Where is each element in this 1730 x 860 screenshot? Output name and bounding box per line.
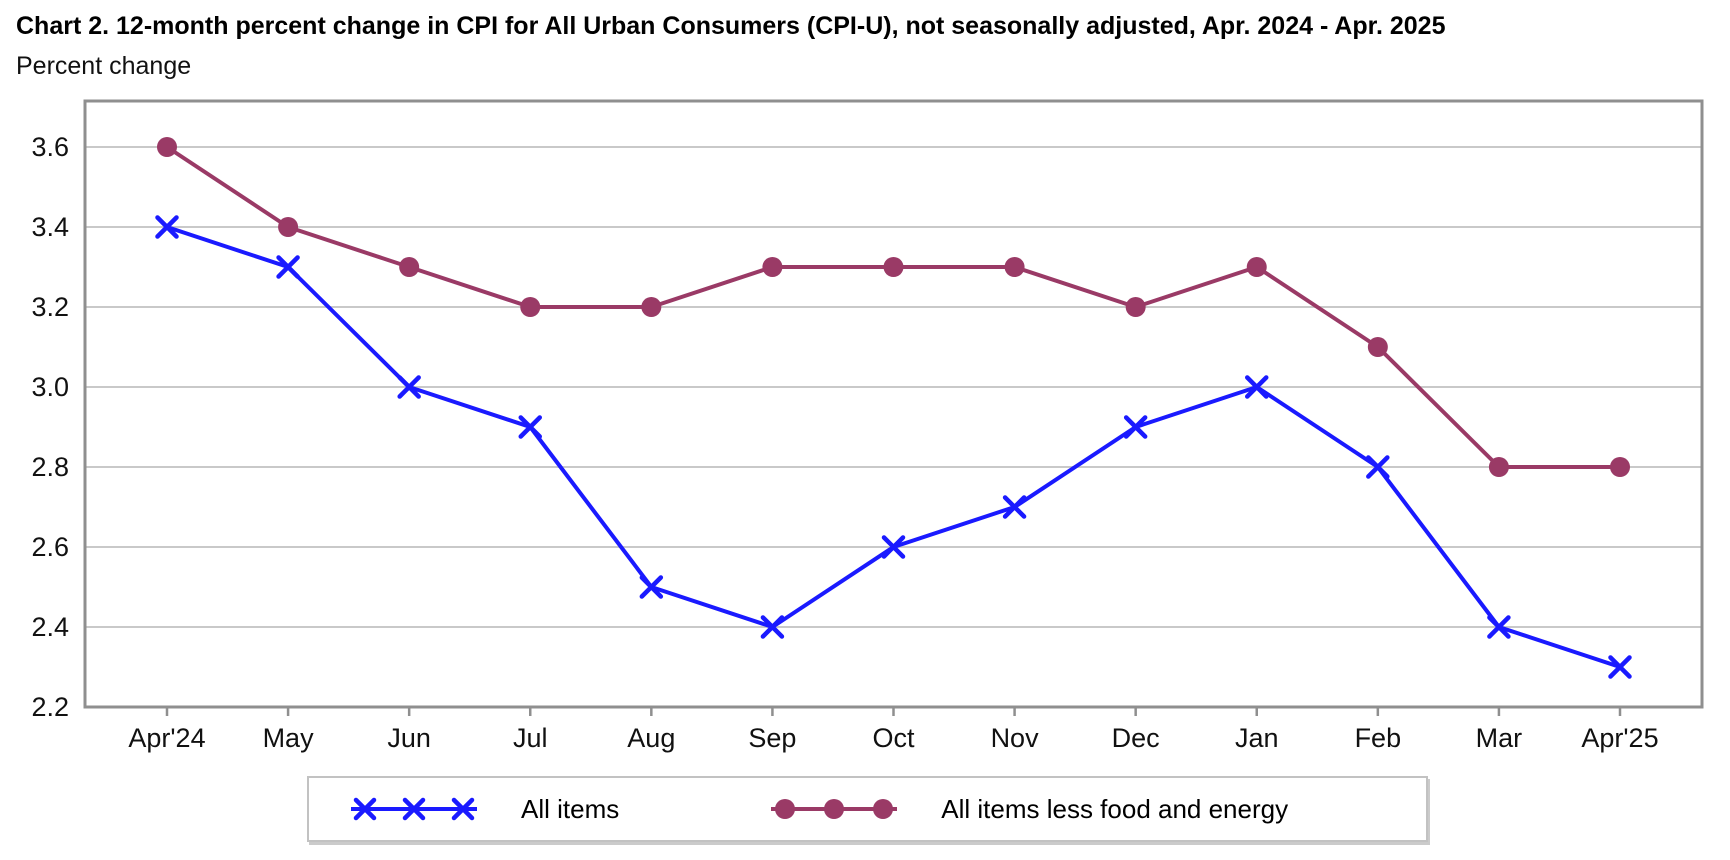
dot-marker-icon [775, 799, 796, 819]
data-point-series-0 [1245, 375, 1269, 399]
data-point-series-0 [518, 415, 542, 439]
data-point-series-1 [1488, 457, 1509, 477]
x-tick-label: Apr'25 [1581, 723, 1658, 753]
line-chart-plot-area: 2.2 2.4 2.6 2.8 3.0 3.2 3.4 3.6 Apr'24 May Jun Jul A… [31, 99, 1704, 753]
dot-marker-icon [824, 799, 845, 819]
data-point-series-0 [155, 215, 179, 239]
y-tick-label: 3.4 [31, 212, 69, 242]
x-tick-label: Dec [1112, 723, 1160, 753]
data-point-series-0 [1608, 655, 1632, 679]
all-items-line-x-marker-icon [351, 797, 477, 821]
data-point-series-1 [1004, 257, 1025, 277]
y-tick-label: 3.0 [31, 372, 69, 402]
series-line-0 [166, 225, 1621, 669]
data-point-series-1 [520, 297, 541, 317]
data-point-series-0 [1487, 615, 1511, 639]
data-point-series-0 [1123, 415, 1148, 439]
x-tick-label: Jan [1235, 723, 1279, 753]
chart-title: Chart 2. 12-month percent change in CPI … [16, 12, 1446, 40]
x-tick-label: Feb [1355, 723, 1402, 753]
legend-item-all-items-less-food-energy: All items less food and energy [769, 792, 1288, 826]
data-point-series-1 [641, 297, 662, 317]
y-tick-label: 2.8 [31, 452, 69, 482]
y-tick-label: 2.6 [31, 532, 69, 562]
x-tick-label: Nov [991, 723, 1040, 753]
data-point-series-0 [760, 615, 785, 639]
data-point-series-0 [639, 575, 664, 599]
legend-label-all-items: All items [521, 793, 620, 824]
data-point-series-0 [881, 535, 906, 559]
x-tick-label: Aug [627, 723, 675, 753]
y-tick-label: 3.2 [31, 292, 69, 322]
data-point-series-1 [1246, 257, 1267, 277]
y-tick-label: 3.6 [31, 132, 69, 162]
data-point-series-1 [1367, 337, 1388, 357]
plot-border [83, 99, 1704, 709]
data-point-series-0 [1366, 455, 1390, 479]
data-point-series-1 [762, 257, 783, 277]
x-tick-label: Oct [872, 723, 915, 753]
legend-label-all-items-less-food-energy: All items less food and energy [941, 793, 1289, 824]
legend-item-all-items: All items [349, 792, 619, 826]
data-point-series-1 [399, 257, 420, 277]
x-marker-icon [353, 797, 377, 821]
x-tick-label: Jun [387, 723, 431, 753]
data-point-series-1 [883, 257, 904, 277]
core-line-dot-marker-icon [771, 799, 898, 819]
data-point-series-1 [1125, 297, 1146, 317]
data-point-series-0 [397, 375, 421, 399]
data-point-series-0 [276, 255, 300, 279]
data-point-series-1 [157, 137, 177, 157]
x-tick-label: Sep [748, 723, 796, 753]
data-point-series-1 [278, 217, 299, 237]
x-marker-icon [402, 797, 426, 821]
dot-marker-icon [873, 799, 894, 819]
x-tick-label: May [263, 723, 315, 753]
chart-legend: All items All items less food and energy [307, 776, 1428, 842]
y-axis-unit-label: Percent change [16, 52, 192, 80]
y-tick-label: 2.2 [31, 692, 69, 722]
x-tick-label: Mar [1476, 723, 1523, 753]
data-point-series-0 [1002, 495, 1027, 519]
x-tick-label: Apr'24 [128, 723, 205, 753]
x-marker-icon [451, 797, 475, 821]
data-point-series-1 [1610, 457, 1630, 477]
y-tick-label: 2.4 [31, 612, 69, 642]
x-tick-label: Jul [513, 723, 548, 753]
